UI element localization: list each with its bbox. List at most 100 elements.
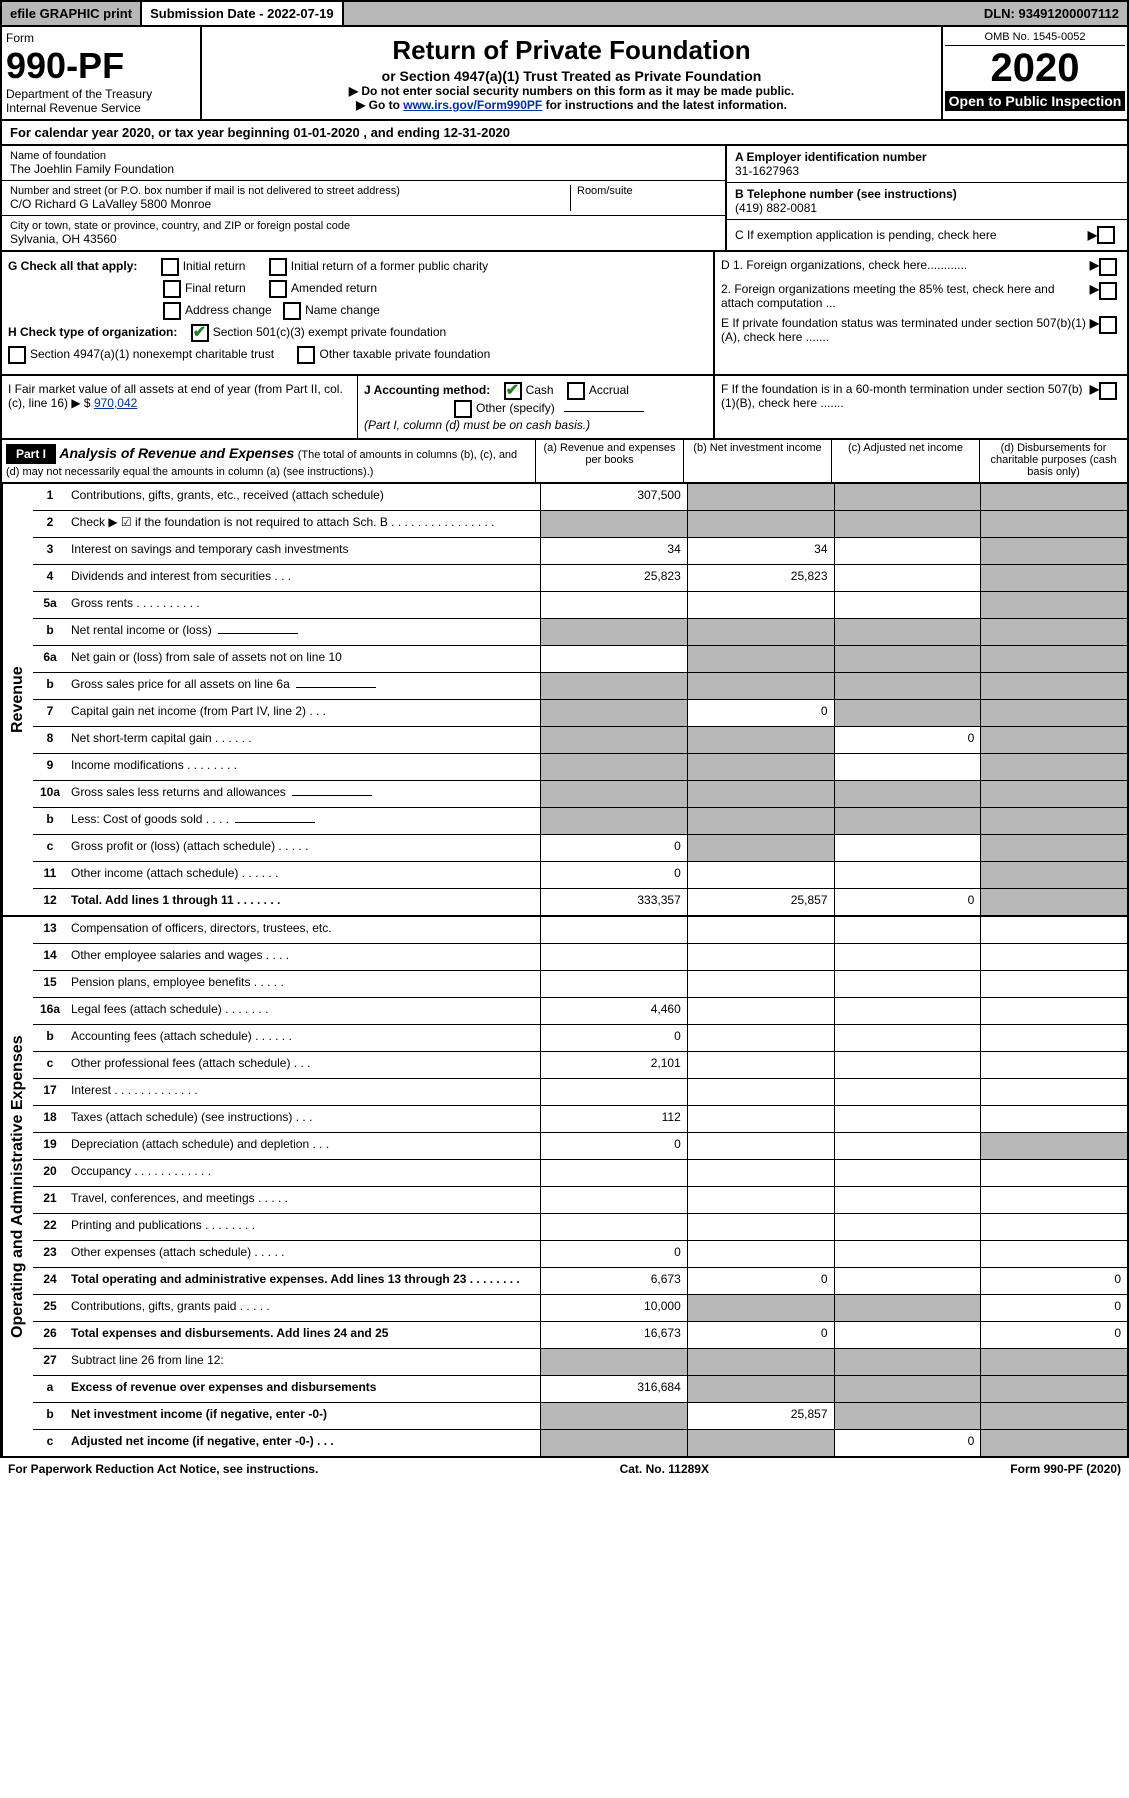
open-to-public: Open to Public Inspection xyxy=(945,91,1125,111)
j-label: J Accounting method: xyxy=(364,383,490,397)
arrow-icon: ▶ xyxy=(1090,316,1099,344)
name-change-checkbox[interactable] xyxy=(283,302,301,320)
e-checkbox[interactable] xyxy=(1099,316,1117,334)
i-cell: I Fair market value of all assets at end… xyxy=(2,376,358,438)
col-b: 25,857 xyxy=(687,1403,834,1429)
table-row: 19Depreciation (attach schedule) and dep… xyxy=(33,1133,1127,1160)
row-num: 9 xyxy=(33,754,67,780)
initial-return-checkbox[interactable] xyxy=(161,258,179,276)
efile-label: efile GRAPHIC print xyxy=(2,2,142,25)
col-b: 25,823 xyxy=(687,565,834,591)
g-row2: Final return Amended return xyxy=(8,280,707,298)
table-row: 22Printing and publications . . . . . . … xyxy=(33,1214,1127,1241)
col-a xyxy=(540,700,687,726)
f-checkbox[interactable] xyxy=(1099,382,1117,400)
table-row: cAdjusted net income (if negative, enter… xyxy=(33,1430,1127,1456)
footer-mid: Cat. No. 11289X xyxy=(318,1462,1010,1476)
col-c xyxy=(834,511,981,537)
g-row3: Address change Name change xyxy=(8,302,707,320)
row-label: Compensation of officers, directors, tru… xyxy=(67,917,540,943)
table-row: 16aLegal fees (attach schedule) . . . . … xyxy=(33,998,1127,1025)
h-label: H Check type of organization: xyxy=(8,325,177,339)
row-label: Net short-term capital gain . . . . . . xyxy=(67,727,540,753)
cash-checkbox[interactable] xyxy=(504,382,522,400)
col-b xyxy=(687,1187,834,1213)
row-label: Legal fees (attach schedule) . . . . . .… xyxy=(67,998,540,1024)
d2-checkbox[interactable] xyxy=(1099,282,1117,300)
table-row: 6aNet gain or (loss) from sale of assets… xyxy=(33,646,1127,673)
col-d xyxy=(980,673,1127,699)
row-label: Gross profit or (loss) (attach schedule)… xyxy=(67,835,540,861)
col-d xyxy=(980,1214,1127,1240)
col-d xyxy=(980,727,1127,753)
address-change-checkbox[interactable] xyxy=(163,302,181,320)
col-a: 333,357 xyxy=(540,889,687,915)
col-d xyxy=(980,1349,1127,1375)
row-num: 5a xyxy=(33,592,67,618)
f-cell: F If the foundation is in a 60-month ter… xyxy=(715,376,1127,438)
j-cell: J Accounting method: Cash Accrual Other … xyxy=(358,376,715,438)
d1-checkbox[interactable] xyxy=(1099,258,1117,276)
col-c xyxy=(834,673,981,699)
col-c xyxy=(834,1322,981,1348)
501c3-checkbox[interactable] xyxy=(191,324,209,342)
row-num: 8 xyxy=(33,727,67,753)
col-a: 0 xyxy=(540,835,687,861)
d2-row: 2. Foreign organizations meeting the 85%… xyxy=(721,282,1121,310)
row-num: 26 xyxy=(33,1322,67,1348)
other-taxable-checkbox[interactable] xyxy=(297,346,315,364)
final-return-checkbox[interactable] xyxy=(163,280,181,298)
col-c-header: (c) Adjusted net income xyxy=(831,440,979,482)
checks-right: D 1. Foreign organizations, check here..… xyxy=(715,252,1127,374)
col-c xyxy=(834,646,981,672)
foundation-name-cell: Name of foundation The Joehlin Family Fo… xyxy=(2,146,725,181)
col-c xyxy=(834,1295,981,1321)
col-b xyxy=(687,1133,834,1159)
col-b xyxy=(687,1241,834,1267)
amended-return-checkbox[interactable] xyxy=(269,280,287,298)
row-num: 17 xyxy=(33,1079,67,1105)
table-row: 10aGross sales less returns and allowanc… xyxy=(33,781,1127,808)
col-a: 0 xyxy=(540,1025,687,1051)
initial-former-checkbox[interactable] xyxy=(269,258,287,276)
row-num: 4 xyxy=(33,565,67,591)
part1-title: Analysis of Revenue and Expenses xyxy=(59,445,294,461)
header-left: Form 990-PF Department of the Treasury I… xyxy=(2,27,202,119)
info-left: Name of foundation The Joehlin Family Fo… xyxy=(2,146,725,250)
col-b xyxy=(687,484,834,510)
exemption-label: C If exemption application is pending, c… xyxy=(735,228,1088,242)
col-d xyxy=(980,592,1127,618)
accrual-checkbox[interactable] xyxy=(567,382,585,400)
col-c xyxy=(834,1214,981,1240)
col-a: 307,500 xyxy=(540,484,687,510)
g-opt-2: Final return xyxy=(185,281,246,295)
col-d xyxy=(980,998,1127,1024)
foundation-name: The Joehlin Family Foundation xyxy=(10,162,717,176)
4947-checkbox[interactable] xyxy=(8,346,26,364)
row-num: b xyxy=(33,808,67,834)
table-row: bNet rental income or (loss) xyxy=(33,619,1127,646)
row-num: 22 xyxy=(33,1214,67,1240)
h-row: H Check type of organization: Section 50… xyxy=(8,324,707,342)
arrow-icon: ▶ xyxy=(1088,228,1097,242)
expenses-side-label: Operating and Administrative Expenses xyxy=(2,917,33,1456)
col-c: 0 xyxy=(834,1430,981,1456)
other-method-checkbox[interactable] xyxy=(454,400,472,418)
note-link-row: ▶ Go to www.irs.gov/Form990PF for instru… xyxy=(208,98,935,112)
submission-date: Submission Date - 2022-07-19 xyxy=(142,2,344,25)
department: Department of the Treasury xyxy=(6,87,196,101)
dln: DLN: 93491200007112 xyxy=(976,2,1127,25)
col-c xyxy=(834,1349,981,1375)
col-c xyxy=(834,1376,981,1402)
row-label: Other employee salaries and wages . . . … xyxy=(67,944,540,970)
col-a xyxy=(540,673,687,699)
arrow-icon: ▶ xyxy=(1090,282,1099,310)
col-c xyxy=(834,917,981,943)
g-opt-4: Address change xyxy=(185,303,272,317)
form990pf-link[interactable]: www.irs.gov/Form990PF xyxy=(403,98,542,112)
omb-number: OMB No. 1545-0052 xyxy=(945,29,1125,46)
row-num: c xyxy=(33,1052,67,1078)
exemption-checkbox[interactable] xyxy=(1097,226,1115,244)
col-a: 316,684 xyxy=(540,1376,687,1402)
col-d xyxy=(980,511,1127,537)
